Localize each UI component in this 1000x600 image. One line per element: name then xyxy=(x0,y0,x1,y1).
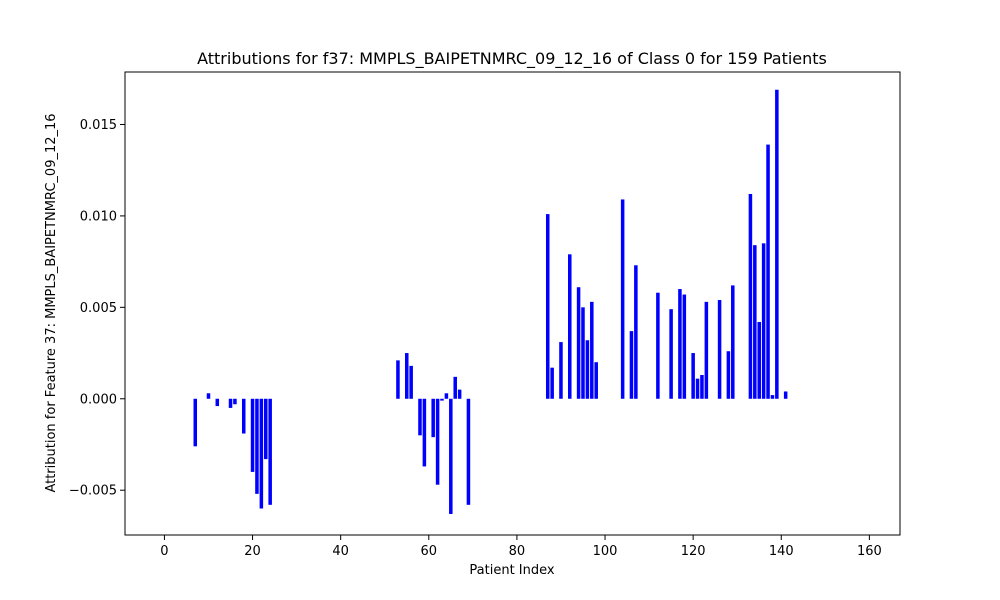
y-tick-label: 0.010 xyxy=(80,209,117,224)
bar xyxy=(449,398,453,514)
bar xyxy=(726,351,731,399)
bar xyxy=(766,144,770,399)
bar xyxy=(576,287,581,399)
bar xyxy=(585,340,590,399)
bar xyxy=(761,243,766,399)
bar xyxy=(704,301,709,399)
chart-title: Attributions for f37: MMPLS_BAIPETNMRC_0… xyxy=(197,49,827,69)
y-tick-label: 0.015 xyxy=(80,118,117,133)
x-tick-label: 100 xyxy=(593,544,618,559)
bar xyxy=(770,395,775,399)
bar xyxy=(241,398,246,434)
bar xyxy=(422,398,427,467)
bar xyxy=(678,289,682,399)
bar xyxy=(264,398,268,460)
bar xyxy=(453,376,457,399)
x-axis: 0 20 40 60 80 100 120 140 160 xyxy=(160,535,882,559)
bar xyxy=(559,342,563,399)
bar xyxy=(682,294,687,399)
x-tick-label: 60 xyxy=(421,544,438,559)
bar xyxy=(717,300,722,399)
bar xyxy=(466,398,471,505)
bar xyxy=(233,398,237,405)
bar xyxy=(731,285,735,399)
bar xyxy=(783,391,788,399)
bar xyxy=(568,254,572,399)
bars-group xyxy=(193,89,788,514)
plot-frame xyxy=(124,71,901,536)
bar xyxy=(435,398,440,485)
bar xyxy=(620,199,625,399)
y-axis: −0.005 0.000 0.005 0.010 0.015 xyxy=(69,118,125,499)
bar xyxy=(431,398,435,438)
x-tick-label: 0 xyxy=(160,544,168,559)
x-tick-label: 140 xyxy=(769,544,794,559)
bar xyxy=(268,398,272,505)
bar xyxy=(691,353,695,399)
x-tick-label: 20 xyxy=(244,544,261,559)
bar xyxy=(656,292,660,399)
y-axis-title: Attribution for Feature 37: MMPLS_BAIPET… xyxy=(44,113,59,492)
x-tick-label: 80 xyxy=(509,544,526,559)
bar xyxy=(700,375,704,399)
bar xyxy=(594,362,598,399)
bar xyxy=(228,398,233,408)
bar xyxy=(405,353,409,399)
bar xyxy=(634,265,638,399)
bar xyxy=(396,360,400,399)
x-tick-label: 40 xyxy=(332,544,349,559)
bar xyxy=(206,393,211,399)
bar xyxy=(550,367,554,399)
bar xyxy=(775,89,779,399)
bar xyxy=(757,321,761,399)
bar xyxy=(457,389,462,399)
bar xyxy=(753,245,757,399)
bar xyxy=(193,398,198,447)
bar xyxy=(215,398,220,407)
bar xyxy=(259,398,264,509)
bar xyxy=(545,214,550,399)
bar xyxy=(409,365,413,399)
bar xyxy=(581,307,585,399)
bar xyxy=(444,393,449,399)
x-tick-label: 120 xyxy=(681,544,706,559)
bar xyxy=(418,398,422,436)
bar xyxy=(590,301,594,399)
y-tick-label: −0.005 xyxy=(69,484,117,499)
bar xyxy=(255,398,259,494)
x-axis-title: Patient Index xyxy=(469,563,554,578)
y-tick-label: 0.005 xyxy=(80,301,117,316)
bar xyxy=(629,331,634,399)
y-tick-label: 0.000 xyxy=(80,392,117,407)
x-tick-label: 160 xyxy=(857,544,882,559)
bar xyxy=(695,378,700,399)
bar xyxy=(748,193,753,399)
bar xyxy=(440,398,444,401)
bar xyxy=(250,398,255,472)
bar xyxy=(669,309,673,399)
